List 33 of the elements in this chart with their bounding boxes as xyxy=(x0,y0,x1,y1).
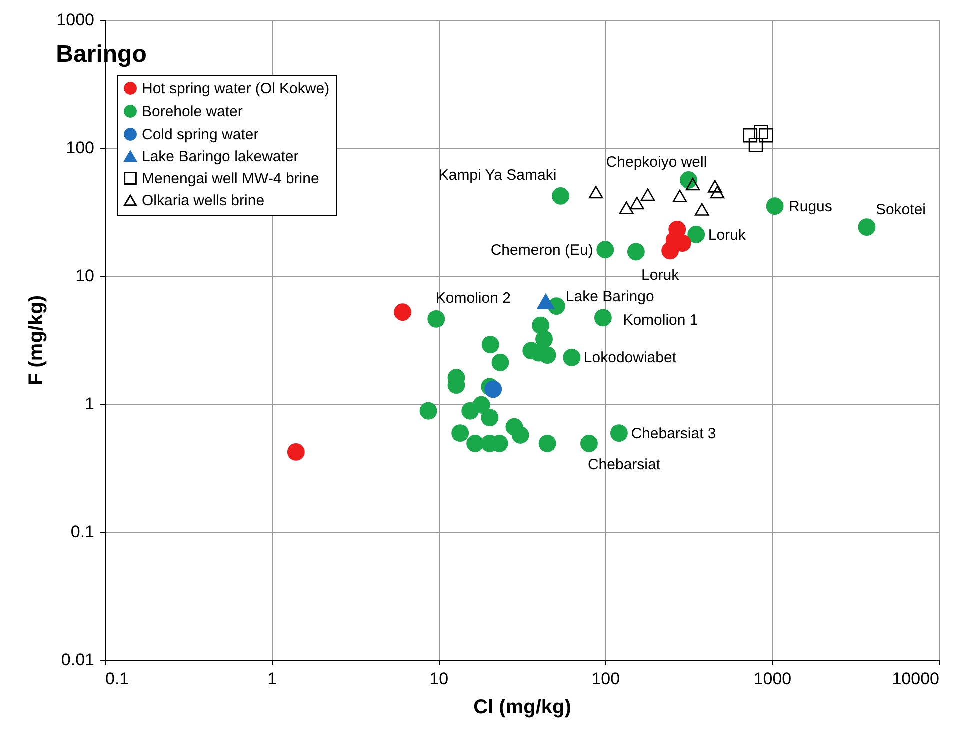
legend-label: Cold spring water xyxy=(142,126,259,144)
legend-label: Borehole water xyxy=(142,104,243,120)
annotation: Komolion 1 xyxy=(623,312,698,329)
y-tick-label: 0.1 xyxy=(70,522,94,542)
y-tick-label: 1000 xyxy=(56,10,94,30)
legend-label: Hot spring water (Ol Kokwe) xyxy=(142,80,330,98)
x-axis-title: Cl (mg/kg) xyxy=(474,696,572,718)
x-tick-label: 10000 xyxy=(892,670,940,688)
annotation: Lokodowiabet xyxy=(584,350,678,367)
annotation: Rugus xyxy=(789,198,832,216)
annotation: Chemeron (Eu) xyxy=(490,242,594,259)
annotation: Kampi Ya Samaki xyxy=(438,167,557,184)
annotation: Lake Baringo xyxy=(566,288,654,306)
annotation: Chebarsiat 3 xyxy=(631,425,716,442)
y-tick-label: 0.01 xyxy=(61,650,94,670)
x-tick-label: 1000 xyxy=(754,670,792,688)
y-tick-label: 100 xyxy=(66,138,94,158)
x-tick-label: 1 xyxy=(268,670,278,688)
legend-label: Menengai well MW-4 brine xyxy=(142,170,320,188)
y-tick-label: 1 xyxy=(85,394,94,414)
y-tick-label: 10 xyxy=(76,266,94,286)
annotation: Chebarsiat xyxy=(588,456,662,474)
annotation: Loruk xyxy=(708,226,746,244)
annotation: Chepkoiyo well xyxy=(606,154,708,172)
annotation: Komolion 2 xyxy=(436,290,511,308)
annotation: Sokotei xyxy=(876,201,926,218)
y-axis-title: F (mg/kg) xyxy=(26,296,48,386)
legend-label: Olkaria wells brine xyxy=(142,192,265,210)
x-tick-label: 10 xyxy=(430,670,449,688)
x-tick-label: 0.1 xyxy=(106,670,130,688)
x-tick-label: 100 xyxy=(592,670,620,688)
annotation: Loruk xyxy=(642,266,680,284)
legend-label: Lake Baringo lakewater xyxy=(142,148,299,166)
